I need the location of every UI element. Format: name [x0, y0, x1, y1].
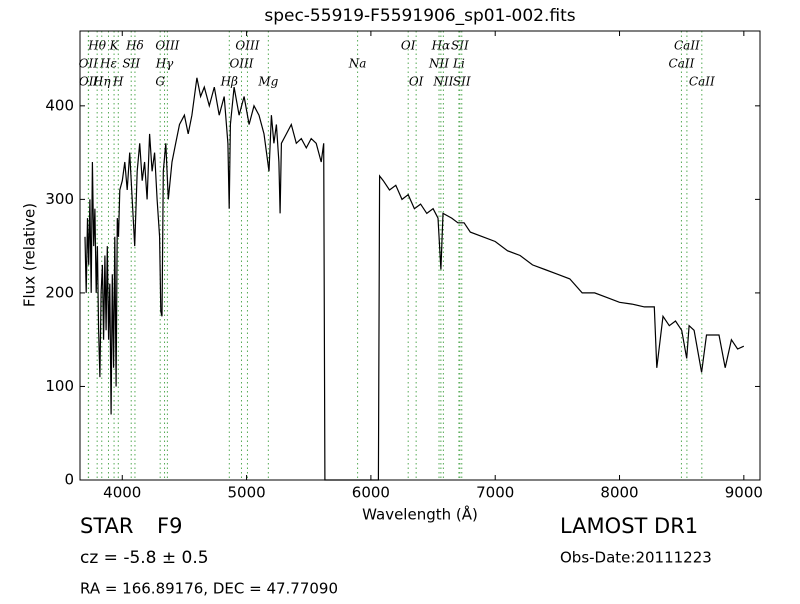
y-axis-label: Flux (relative) [21, 203, 39, 307]
y-tick-label: 300 [45, 190, 74, 208]
spectral-line-label: OIII [229, 57, 253, 71]
object-subclass: F9 [157, 514, 182, 538]
spectral-line-label: H [112, 75, 124, 89]
redshift: cz = -5.8 ± 0.5 [80, 548, 209, 568]
spectral-line-label: SII [122, 57, 140, 71]
spectral-line-label: Mg [257, 75, 278, 89]
y-tick-label: 400 [45, 96, 74, 114]
y-tick-label: 200 [45, 283, 74, 301]
object-class: STAR [80, 514, 133, 538]
spectral-line-label: OII [79, 75, 99, 89]
x-axis-label: Wavelength (Å) [362, 505, 478, 524]
spectral-line-label: OIII [235, 39, 259, 53]
x-tick-label: 6000 [352, 484, 390, 502]
y-tick-label: 100 [45, 377, 74, 395]
spectral-line-label: CaII [669, 57, 695, 71]
spectral-line-label: K [109, 39, 120, 53]
spectral-line-label: Hγ [155, 57, 174, 71]
x-tick-label: 7000 [476, 484, 514, 502]
x-tick-label: 8000 [600, 484, 638, 502]
spectral-line-label: Hθ [87, 39, 106, 53]
spectral-line-label: CaII [689, 75, 715, 89]
spectral-line-label: NII [428, 57, 449, 71]
spectral-line-label: OI [409, 75, 424, 89]
data-release: LAMOST DR1 [560, 514, 698, 538]
spectral-line-label: CaII [674, 39, 700, 53]
chart-title: spec-55919-F5591906_sp01-002.fits [264, 6, 575, 26]
spectral-line-label: SII [453, 75, 471, 89]
x-tick-label: 9000 [725, 484, 763, 502]
spectral-line-label: NII [432, 75, 453, 89]
spectral-line-label: Hη [92, 75, 111, 89]
obs-date: Obs-Date:20111223 [560, 549, 712, 567]
plot-frame [79, 30, 761, 481]
spectral-line-label: Hβ [220, 75, 238, 89]
y-tick-label: 0 [64, 471, 74, 489]
x-tick-label: 4000 [103, 484, 141, 502]
spectral-line-label: Hα [431, 39, 451, 53]
spectral-line-label: OI [401, 39, 416, 53]
spectral-line-label: SII [451, 39, 469, 53]
spectral-line-label: G [155, 75, 165, 89]
spectral-line-label: Na [348, 57, 367, 71]
x-tick-label: 5000 [227, 484, 265, 502]
spectrum-line [84, 77, 745, 481]
spectral-line-label: Li [452, 57, 465, 71]
spectral-line-label: Hδ [125, 39, 144, 53]
coordinates: RA = 166.89176, DEC = 47.77090 [80, 580, 338, 598]
spectral-line-label: Hε [99, 57, 117, 71]
spectral-line-label: OIII [155, 39, 179, 53]
